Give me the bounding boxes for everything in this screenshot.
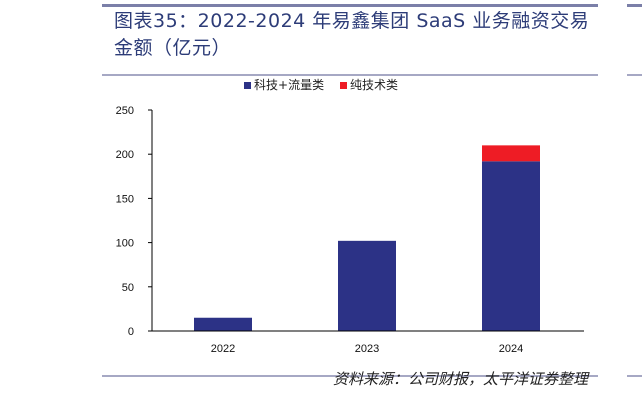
side-source-rule <box>627 375 642 377</box>
side-bottom-rule <box>627 74 642 76</box>
bar-2022-series-0 <box>194 317 252 331</box>
legend-label: 科技+流量类 <box>254 78 325 92</box>
x-tick-label: 2022 <box>211 343 235 355</box>
source-rule <box>102 375 598 377</box>
x-tick-label: 2024 <box>499 343 523 355</box>
chart-title: 图表35：2022-2024 年易鑫集团 SaaS 业务融资交易金额（亿元） <box>114 10 590 59</box>
legend-label: 纯技术类 <box>349 78 398 92</box>
x-tick-label: 2023 <box>355 343 379 355</box>
y-tick-label: 100 <box>116 238 134 250</box>
side-top-rule <box>627 4 642 7</box>
legend-swatch <box>339 82 347 89</box>
legend-item: 科技+流量类 <box>244 76 324 93</box>
title-top-rule <box>102 4 598 7</box>
bar-2023-series-0 <box>338 240 396 331</box>
bar-2024-series-0 <box>482 161 540 331</box>
legend-swatch <box>244 82 252 89</box>
y-tick-label: 0 <box>128 326 134 338</box>
source-note: 资料来源：公司财报，太平洋证券整理 <box>332 370 588 388</box>
y-tick-label: 150 <box>116 193 134 205</box>
y-tick-label: 250 <box>116 105 134 117</box>
title-bottom-rule <box>102 74 598 76</box>
y-tick-label: 50 <box>122 282 134 294</box>
legend-item: 纯技术类 <box>339 76 398 93</box>
y-tick-label: 200 <box>116 149 134 161</box>
legend: 科技+流量类 纯技术类 <box>0 76 642 93</box>
bar-2024-series-1 <box>482 145 540 162</box>
